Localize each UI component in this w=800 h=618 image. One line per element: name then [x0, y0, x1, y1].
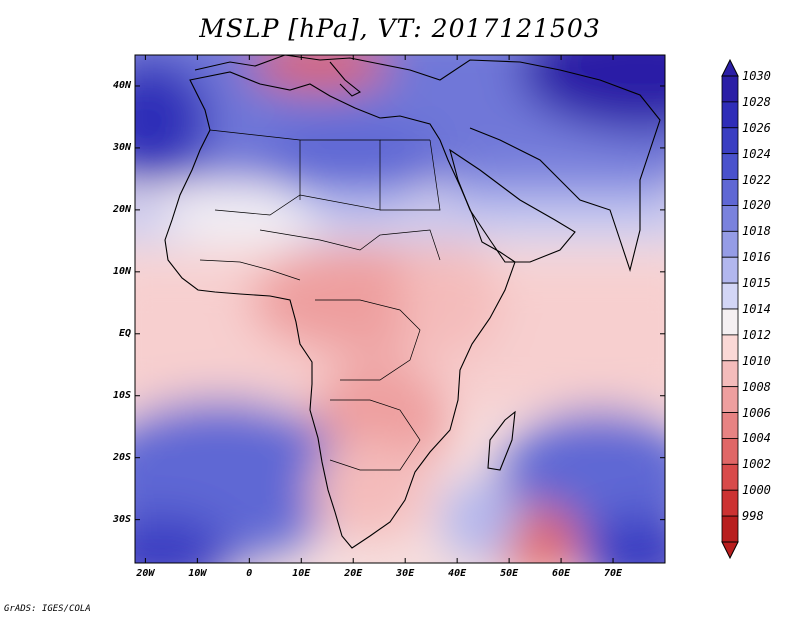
axis-ticks [135, 55, 665, 563]
longitude-label: 50E [500, 568, 519, 579]
colorbar-swatch [721, 205, 739, 232]
colorbar-label: 1026 [742, 120, 771, 135]
colorbar-swatch [721, 360, 739, 388]
longitude-label: 20W [136, 568, 155, 579]
colorbar-label: 1010 [742, 353, 771, 368]
colorbar-top-arrow [721, 58, 739, 77]
colorbar-swatch [721, 282, 739, 310]
latitude-label: 20S [112, 451, 131, 463]
borders [199, 129, 441, 471]
colorbar-label: 1014 [742, 302, 771, 316]
latitude-label: 10N [112, 265, 131, 277]
longitude-label: 0 [246, 568, 253, 579]
latitude-label: 10S [112, 389, 131, 401]
colorbar-swatch [721, 438, 739, 465]
map-title: MSLP [hPa], VT: 2017121503 [199, 14, 601, 43]
colorbar-label: 1008 [742, 379, 771, 394]
colorbar [721, 58, 739, 560]
colorbar-label: 1012 [742, 327, 771, 342]
latitude-label: 30N [112, 141, 131, 153]
colorbar-label: 998 [742, 509, 764, 524]
colorbar-swatch [721, 75, 739, 103]
longitude-label: 60E [552, 568, 571, 579]
longitude-label: 40E [448, 568, 467, 579]
colorbar-swatch [721, 308, 739, 336]
colorbar-label: 1020 [742, 198, 771, 213]
colorbar-swatch [721, 386, 739, 413]
colorbar-label: 1022 [742, 172, 771, 187]
longitude-label: 10W [188, 568, 207, 579]
longitude-label: 10E [292, 568, 311, 579]
colorbar-swatch [721, 256, 739, 284]
colorbar-swatch [721, 230, 739, 258]
colorbar-label: 1015 [742, 276, 771, 291]
colorbar-swatch [721, 179, 739, 206]
colorbar-swatch [721, 515, 739, 543]
colorbar-swatch [721, 101, 739, 129]
pressure-field [135, 55, 665, 563]
colorbar-swatch [721, 127, 739, 155]
longitude-label: 70E [604, 568, 623, 579]
colorbar-label: 1004 [742, 431, 771, 446]
colorbar-swatch [721, 334, 739, 362]
latitude-label: 20N [112, 203, 131, 215]
credit-text: GrADS: IGES/COLA [4, 604, 91, 614]
coastlines [164, 55, 661, 549]
colorbar-swatch [721, 489, 739, 517]
latitude-label: 40N [112, 79, 131, 91]
latitude-label: EQ [118, 327, 131, 339]
colorbar-swatch [721, 412, 739, 439]
longitude-label: 20E [344, 568, 363, 579]
colorbar-label: 1030 [742, 69, 771, 83]
longitude-label: 30E [396, 568, 415, 579]
colorbar-label: 1002 [742, 457, 771, 472]
colorbar-bottom-arrow [721, 541, 739, 560]
colorbar-label: 1016 [742, 250, 771, 265]
colorbar-label: 1024 [742, 146, 771, 161]
colorbar-label: 1018 [742, 224, 771, 239]
latitude-label: 30S [112, 513, 131, 525]
colorbar-swatch [721, 463, 739, 491]
colorbar-label: 1000 [742, 483, 771, 498]
colorbar-swatch [721, 153, 739, 180]
colorbar-label: 1028 [742, 94, 771, 109]
colorbar-label: 1006 [742, 405, 771, 420]
